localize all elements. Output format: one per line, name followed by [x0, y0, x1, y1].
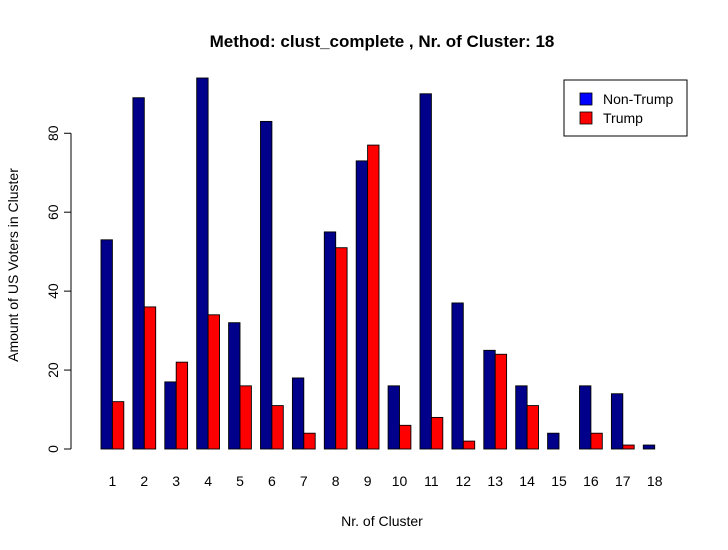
bar-trump-cluster-12 [462, 440, 476, 450]
x-tick-label: 16 [583, 473, 599, 489]
bar-non-trump-cluster-10 [387, 385, 400, 450]
x-tick-label: 5 [236, 473, 244, 489]
bar-trump-cluster-5 [239, 385, 252, 450]
bar-trump-cluster-10 [399, 424, 412, 450]
bar-non-trump-cluster-11 [419, 93, 432, 450]
bar-non-trump-cluster-4 [196, 77, 209, 450]
bar-trump-cluster-7 [303, 432, 316, 450]
legend: Non-Trump Trump [563, 79, 688, 137]
bar-non-trump-cluster-9 [355, 160, 369, 450]
bar-trump-cluster-8 [335, 247, 348, 450]
x-tick-label: 3 [172, 473, 180, 489]
bar-trump-cluster-9 [367, 144, 380, 450]
x-tick-label: 6 [268, 473, 276, 489]
y-axis: 0 20 40 60 80 [45, 125, 72, 453]
y-tick-label: 20 [45, 362, 61, 378]
bar-non-trump-cluster-13 [483, 349, 496, 450]
x-tick-label: 2 [140, 473, 148, 489]
bar-non-trump-cluster-17 [610, 393, 624, 450]
bar-trump-cluster-1 [111, 401, 125, 450]
y-tick-label: 60 [45, 204, 61, 220]
bar-non-trump-cluster-12 [451, 302, 464, 450]
y-axis-label: Amount of US Voters in Cluster [5, 168, 21, 362]
x-tick-label: 12 [456, 473, 472, 489]
bar-non-trump-cluster-6 [260, 120, 273, 450]
x-tick-label: 18 [647, 473, 663, 489]
x-tick-labels: 1 2 3 4 5 6 7 8 9 10 11 12 13 14 15 16 17 18 [109, 473, 663, 489]
legend-label-trump: Trump [603, 110, 643, 126]
bar-trump-cluster-16 [590, 432, 603, 450]
bar-non-trump-cluster-3 [164, 381, 177, 450]
x-tick-label: 13 [487, 473, 503, 489]
x-tick-label: 9 [364, 473, 372, 489]
bar-trump-cluster-2 [143, 306, 157, 450]
bar-trump-cluster-11 [430, 416, 444, 450]
bar-non-trump-cluster-5 [228, 322, 241, 450]
bar-non-trump-cluster-2 [132, 97, 145, 450]
x-axis-label: Nr. of Cluster [341, 513, 423, 529]
x-tick-label: 4 [204, 473, 212, 489]
x-tick-label: 15 [551, 473, 567, 489]
legend-swatch-non-trump [579, 92, 593, 106]
x-tick-label: 7 [300, 473, 308, 489]
x-tick-label: 1 [109, 473, 117, 489]
bar-non-trump-cluster-7 [291, 377, 305, 450]
bar-non-trump-cluster-14 [515, 385, 528, 450]
bar-non-trump-cluster-18 [642, 444, 656, 450]
x-tick-label: 14 [519, 473, 535, 489]
legend-swatch-trump [579, 111, 593, 125]
x-tick-label: 10 [392, 473, 408, 489]
bar-trump-cluster-13 [494, 353, 508, 450]
bar-trump-cluster-17 [622, 444, 635, 450]
bar-non-trump-cluster-15 [547, 432, 560, 450]
bar-non-trump-cluster-1 [100, 239, 113, 450]
legend-box [563, 79, 688, 137]
x-tick-label: 8 [332, 473, 340, 489]
y-tick-label: 40 [45, 283, 61, 299]
legend-label-non-trump: Non-Trump [603, 91, 673, 107]
bar-trump-cluster-4 [207, 314, 220, 450]
bar-trump-cluster-14 [526, 405, 539, 450]
bar-non-trump-cluster-8 [323, 231, 337, 450]
bar-non-trump-cluster-16 [579, 385, 592, 450]
bar-trump-cluster-3 [175, 361, 189, 450]
y-tick-label: 80 [45, 125, 61, 141]
x-tick-label: 17 [615, 473, 631, 489]
x-tick-label: 11 [424, 473, 439, 489]
bar-trump-cluster-6 [271, 405, 284, 450]
chart-title: Method: clust_complete , Nr. of Cluster:… [210, 32, 555, 51]
y-tick-label: 0 [45, 445, 61, 453]
bars-group [100, 77, 656, 450]
